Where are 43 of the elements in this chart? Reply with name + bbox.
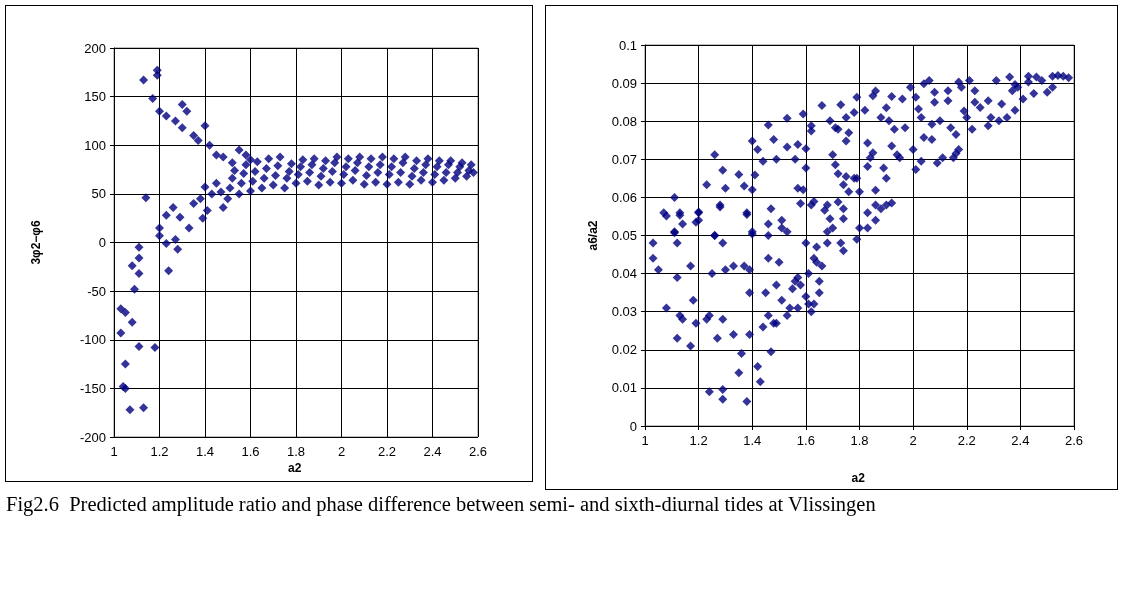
x-tick-label: 1.6 (796, 433, 815, 448)
x-tick-label: 1.8 (850, 433, 869, 448)
y-tick-label: 0.09 (611, 75, 637, 91)
y-tick-label: 100 (84, 137, 106, 153)
y-tick-label: -200 (79, 429, 106, 445)
x-axis-title: a2 (851, 471, 866, 485)
x-tick-label: 1.2 (150, 444, 169, 459)
y-axis-title: a6/a2 (586, 220, 600, 251)
x-tick-label: 2 (337, 444, 346, 459)
x-tick-label: 1.8 (286, 444, 306, 459)
y-tick-label: 0.07 (611, 151, 637, 167)
x-tick-label: 1 (110, 444, 118, 459)
y-tick-label: 0.03 (611, 304, 637, 320)
y-tick-label: 0 (98, 235, 106, 250)
x-tick-label: 1.6 (241, 444, 260, 459)
y-tick-label: -100 (79, 332, 106, 348)
x-tick-label: 1.4 (195, 444, 215, 459)
x-tick-label: 2.6 (1064, 433, 1084, 448)
y-tick-label: 200 (84, 40, 106, 56)
y-tick-label: 0.05 (611, 228, 637, 243)
y-tick-label: 0.01 (611, 380, 637, 396)
x-tick-label: 2.2 (377, 444, 397, 459)
y-tick-label: 0.02 (611, 342, 637, 358)
x-axis-title: a2 (288, 461, 302, 475)
x-tick-label: 2.6 (468, 444, 488, 459)
y-tick-label: 0.06 (611, 189, 637, 205)
x-tick-label: 1 (641, 433, 649, 448)
y-tick-label: 0.04 (611, 266, 637, 282)
y-axis-title: 3φ2−φ6 (29, 220, 43, 265)
y-tick-label: -50 (87, 283, 106, 299)
x-tick-label: 2.4 (1011, 433, 1030, 448)
caption: Fig2.6 Predicted amplitude ratio and phase difference between semi- and sixth-diurnal tides at Vlissingen (6, 492, 877, 518)
y-tick-label: 0.1 (618, 37, 637, 53)
x-tick-label: 2 (909, 433, 917, 448)
y-tick-label: 50 (91, 186, 106, 202)
x-tick-label: 1.2 (689, 433, 708, 448)
y-tick-label: 0 (629, 418, 637, 434)
x-tick-label: 2.2 (957, 433, 976, 448)
x-tick-label: 1.4 (743, 433, 762, 448)
y-tick-label: 150 (84, 89, 106, 105)
y-tick-label: 0.08 (611, 113, 637, 129)
x-tick-label: 2.4 (423, 444, 442, 459)
y-tick-label: -150 (79, 380, 106, 396)
